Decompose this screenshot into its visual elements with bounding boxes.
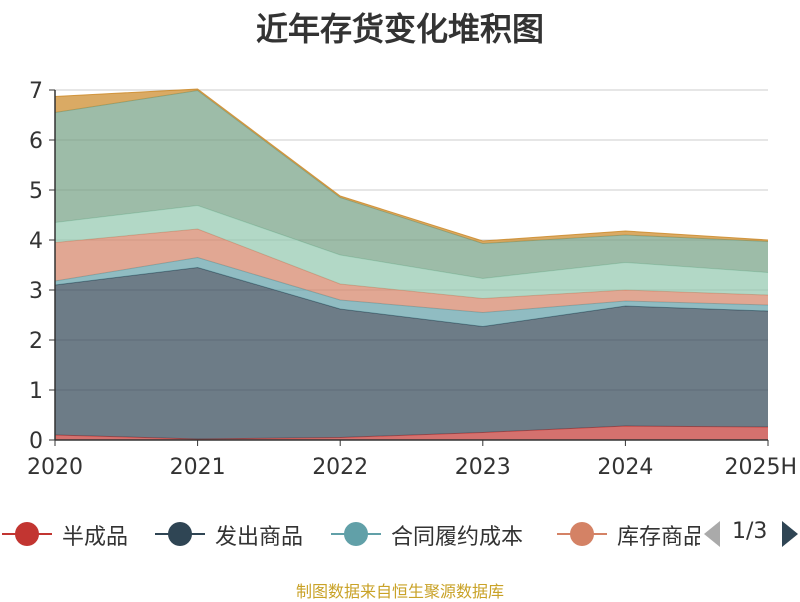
legend: 半成品 发出商品 合同履约成本 库存商品 — [0, 514, 800, 554]
y-tick-label: 0 — [29, 429, 43, 454]
area-edge-7 — [54, 88, 769, 242]
legend-page-indicator: 1/3 — [732, 519, 768, 544]
legend-circle-icon — [570, 522, 594, 546]
y-tick-label: 7 — [29, 79, 43, 104]
area-series-1 — [55, 426, 768, 440]
x-tick-label: 2024 — [597, 455, 653, 480]
y-tick-label: 6 — [29, 129, 43, 154]
legend-next-page-icon[interactable] — [782, 521, 798, 547]
x-tick-label: 2022 — [312, 455, 368, 480]
legend-item[interactable]: 发出商品 — [155, 514, 395, 554]
area-series-6 — [55, 90, 768, 279]
axes: 0 1 2 3 4 5 6 7 2020 2021 2022 2023 2024 2025H — [27, 79, 797, 480]
x-tick-label: 2021 — [170, 455, 226, 480]
y-tick-label: 1 — [29, 379, 43, 404]
legend-label: 半成品 — [62, 525, 129, 550]
area-series — [54, 88, 769, 440]
legend-item[interactable]: 库存商品 — [557, 514, 797, 554]
legend-label: 发出商品 — [215, 525, 304, 550]
area-series-2 — [55, 267, 768, 439]
legend-pager: 1/3 — [700, 514, 800, 554]
area-series-5 — [55, 205, 768, 299]
legend-item[interactable]: 半成品 — [2, 514, 242, 554]
chart-title: 近年存货变化堆积图 — [255, 10, 544, 48]
legend-prev-page-icon[interactable] — [704, 521, 720, 547]
legend-label: 合同履约成本 — [391, 525, 524, 550]
data-source-note: 制图数据来自恒生聚源数据库 — [295, 582, 504, 601]
area-series-3 — [55, 257, 768, 327]
x-tick-label: 2025H — [724, 455, 797, 480]
y-tick-label: 3 — [29, 279, 43, 304]
legend-circle-icon — [15, 522, 39, 546]
x-tick-label: 2020 — [27, 455, 83, 480]
y-tick-label: 4 — [29, 229, 43, 254]
area-series-4 — [55, 229, 768, 313]
y-tick-label: 5 — [29, 179, 43, 204]
y-tick-label: 2 — [29, 329, 43, 354]
legend-item[interactable]: 合同履约成本 — [331, 514, 571, 554]
legend-label: 库存商品 — [617, 525, 706, 550]
x-tick-label: 2023 — [455, 455, 511, 480]
legend-circle-icon — [168, 522, 192, 546]
legend-circle-icon — [344, 522, 368, 546]
